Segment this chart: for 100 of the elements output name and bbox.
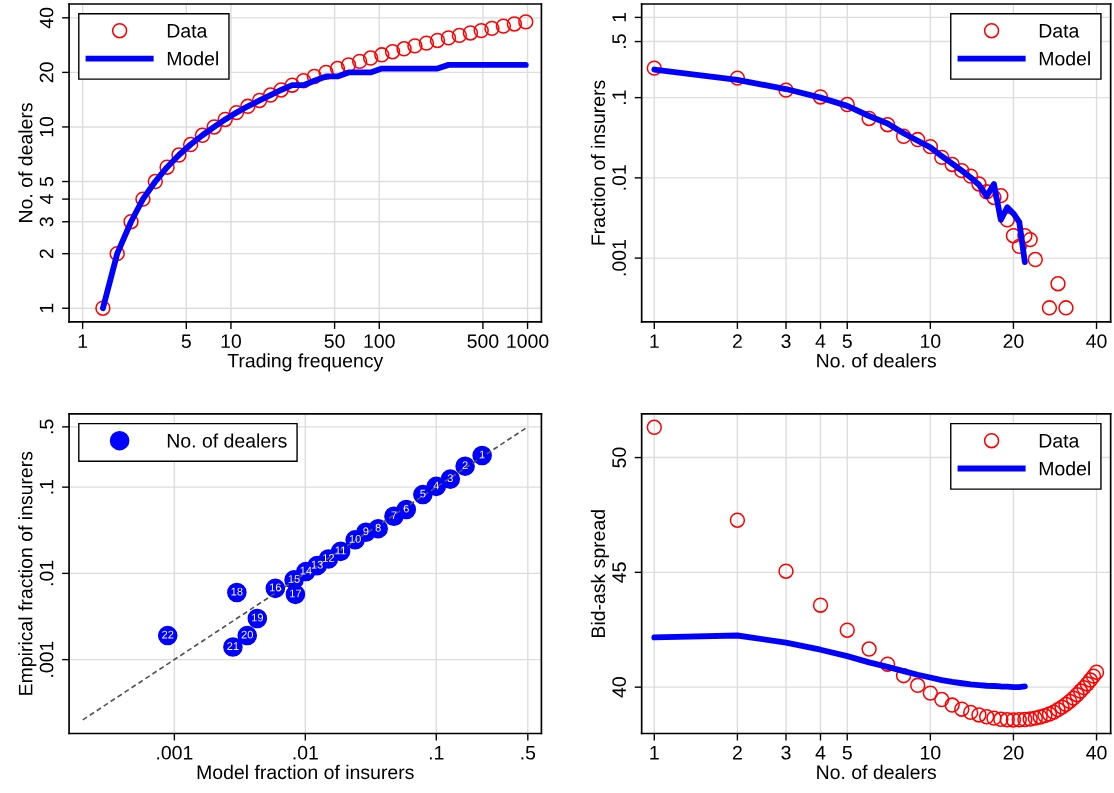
annotation: 21 — [227, 642, 239, 650]
y-tick-label: 40 — [612, 677, 627, 698]
annotation: 20 — [241, 630, 253, 639]
point — [206, 119, 222, 135]
point — [374, 47, 390, 63]
point — [362, 50, 379, 66]
y-tick-label: 10 — [39, 116, 54, 137]
x-tick-label: 3 — [781, 334, 791, 349]
point — [182, 136, 199, 153]
x-tick-label: .5 — [521, 746, 536, 760]
point — [506, 16, 523, 32]
x-tick-label: 1 — [650, 334, 659, 348]
legend-label: Model — [167, 51, 218, 66]
point — [228, 104, 245, 121]
legend-label: Data — [1039, 24, 1080, 38]
annotation: 13 — [311, 560, 323, 569]
annotation: 3 — [447, 474, 453, 483]
x-tick-label: .01 — [293, 745, 318, 760]
annotation: 7 — [391, 511, 397, 520]
y-axis-title: Bid-ask spread — [590, 510, 609, 637]
y-tick-label: 20 — [39, 62, 54, 83]
x-tick-label: 500 — [467, 334, 499, 349]
point — [251, 92, 268, 109]
annotation: 22 — [162, 630, 174, 639]
point — [473, 22, 489, 39]
x-tick-label: 4 — [815, 746, 826, 760]
y-tick-label: 5 — [39, 176, 54, 187]
point — [262, 87, 279, 103]
y-tick-label: 4 — [39, 194, 54, 205]
x-tick-label: 20 — [1003, 745, 1024, 760]
annotation: 5 — [420, 489, 426, 498]
x-tick-label: 20 — [1003, 334, 1024, 349]
point — [518, 14, 534, 30]
y-tick-label: 1 — [39, 303, 54, 313]
annotation: 15 — [288, 575, 300, 583]
point — [351, 53, 368, 70]
annotation: 10 — [349, 534, 361, 543]
point — [384, 44, 401, 60]
x-tick-label: 10 — [221, 334, 241, 349]
y-tick-label: 50 — [612, 447, 627, 468]
x-tick-label: 50 — [324, 334, 345, 349]
x-tick-label: 5 — [842, 334, 852, 349]
y-tick-label: .001 — [612, 240, 627, 276]
y-tick-label: 40 — [39, 7, 54, 29]
point — [440, 30, 457, 46]
y-tick-label: 45 — [612, 562, 627, 583]
x-tick-label: 1 — [78, 334, 88, 348]
legend-label: Model — [1039, 51, 1090, 66]
y-tick-label: .1 — [39, 479, 54, 494]
annotation: 8 — [375, 523, 381, 532]
x-axis-title: No. of dealers — [817, 764, 936, 780]
x-tick-label: .001 — [157, 745, 193, 760]
point — [194, 127, 211, 143]
point — [396, 41, 412, 57]
legend-label: Model — [1039, 461, 1090, 476]
x-tick-label: 4 — [815, 334, 826, 348]
point — [451, 27, 468, 44]
annotation: 17 — [290, 589, 302, 598]
point — [273, 82, 289, 98]
legend-label: No. of dealers — [167, 433, 287, 448]
point — [407, 38, 423, 54]
annotation: 16 — [269, 583, 282, 592]
annotation: 4 — [433, 481, 440, 490]
y-tick-label: 1 — [612, 12, 626, 22]
x-axis-title: Trading frequency — [227, 353, 384, 372]
y-tick-label: 3 — [39, 217, 54, 227]
point — [429, 32, 446, 49]
annotation: 11 — [335, 546, 346, 555]
annotation: 2 — [462, 461, 468, 470]
y-tick-label: .01 — [39, 560, 54, 586]
y-axis-title: No. of dealers — [18, 103, 33, 222]
x-tick-label: 2 — [732, 334, 742, 348]
x-axis-title: No. of dealers — [817, 353, 936, 368]
x-tick-label: 10 — [921, 745, 941, 760]
x-tick-label: 100 — [364, 334, 395, 349]
point — [240, 98, 256, 115]
x-tick-label: 1 — [650, 746, 659, 760]
annotation: 9 — [363, 527, 369, 536]
y-tick-label: .001 — [39, 641, 54, 677]
x-tick-label: 3 — [781, 745, 791, 760]
point — [171, 147, 187, 163]
x-tick-label: 40 — [1086, 745, 1107, 760]
annotation: 14 — [300, 566, 312, 575]
legend-label: Data — [167, 24, 208, 38]
point — [217, 111, 233, 128]
x-axis-title: Model fraction of insurers — [197, 764, 414, 780]
legend-label: Data — [1039, 434, 1080, 448]
x-tick-label: 5 — [181, 334, 191, 349]
x-tick-label: 40 — [1086, 334, 1107, 349]
y-axis-title: Fraction of insurers — [590, 80, 606, 245]
annotation: 12 — [323, 554, 334, 562]
point — [484, 20, 500, 37]
x-tick-label: 2 — [732, 745, 742, 760]
y-tick-label: .5 — [39, 419, 54, 434]
x-tick-label: .1 — [429, 746, 444, 760]
y-tick-label: .01 — [612, 165, 627, 190]
annotation: 18 — [231, 587, 243, 596]
point — [495, 18, 512, 34]
y-tick-label: .5 — [612, 34, 627, 48]
annotation: 1 — [479, 450, 485, 459]
